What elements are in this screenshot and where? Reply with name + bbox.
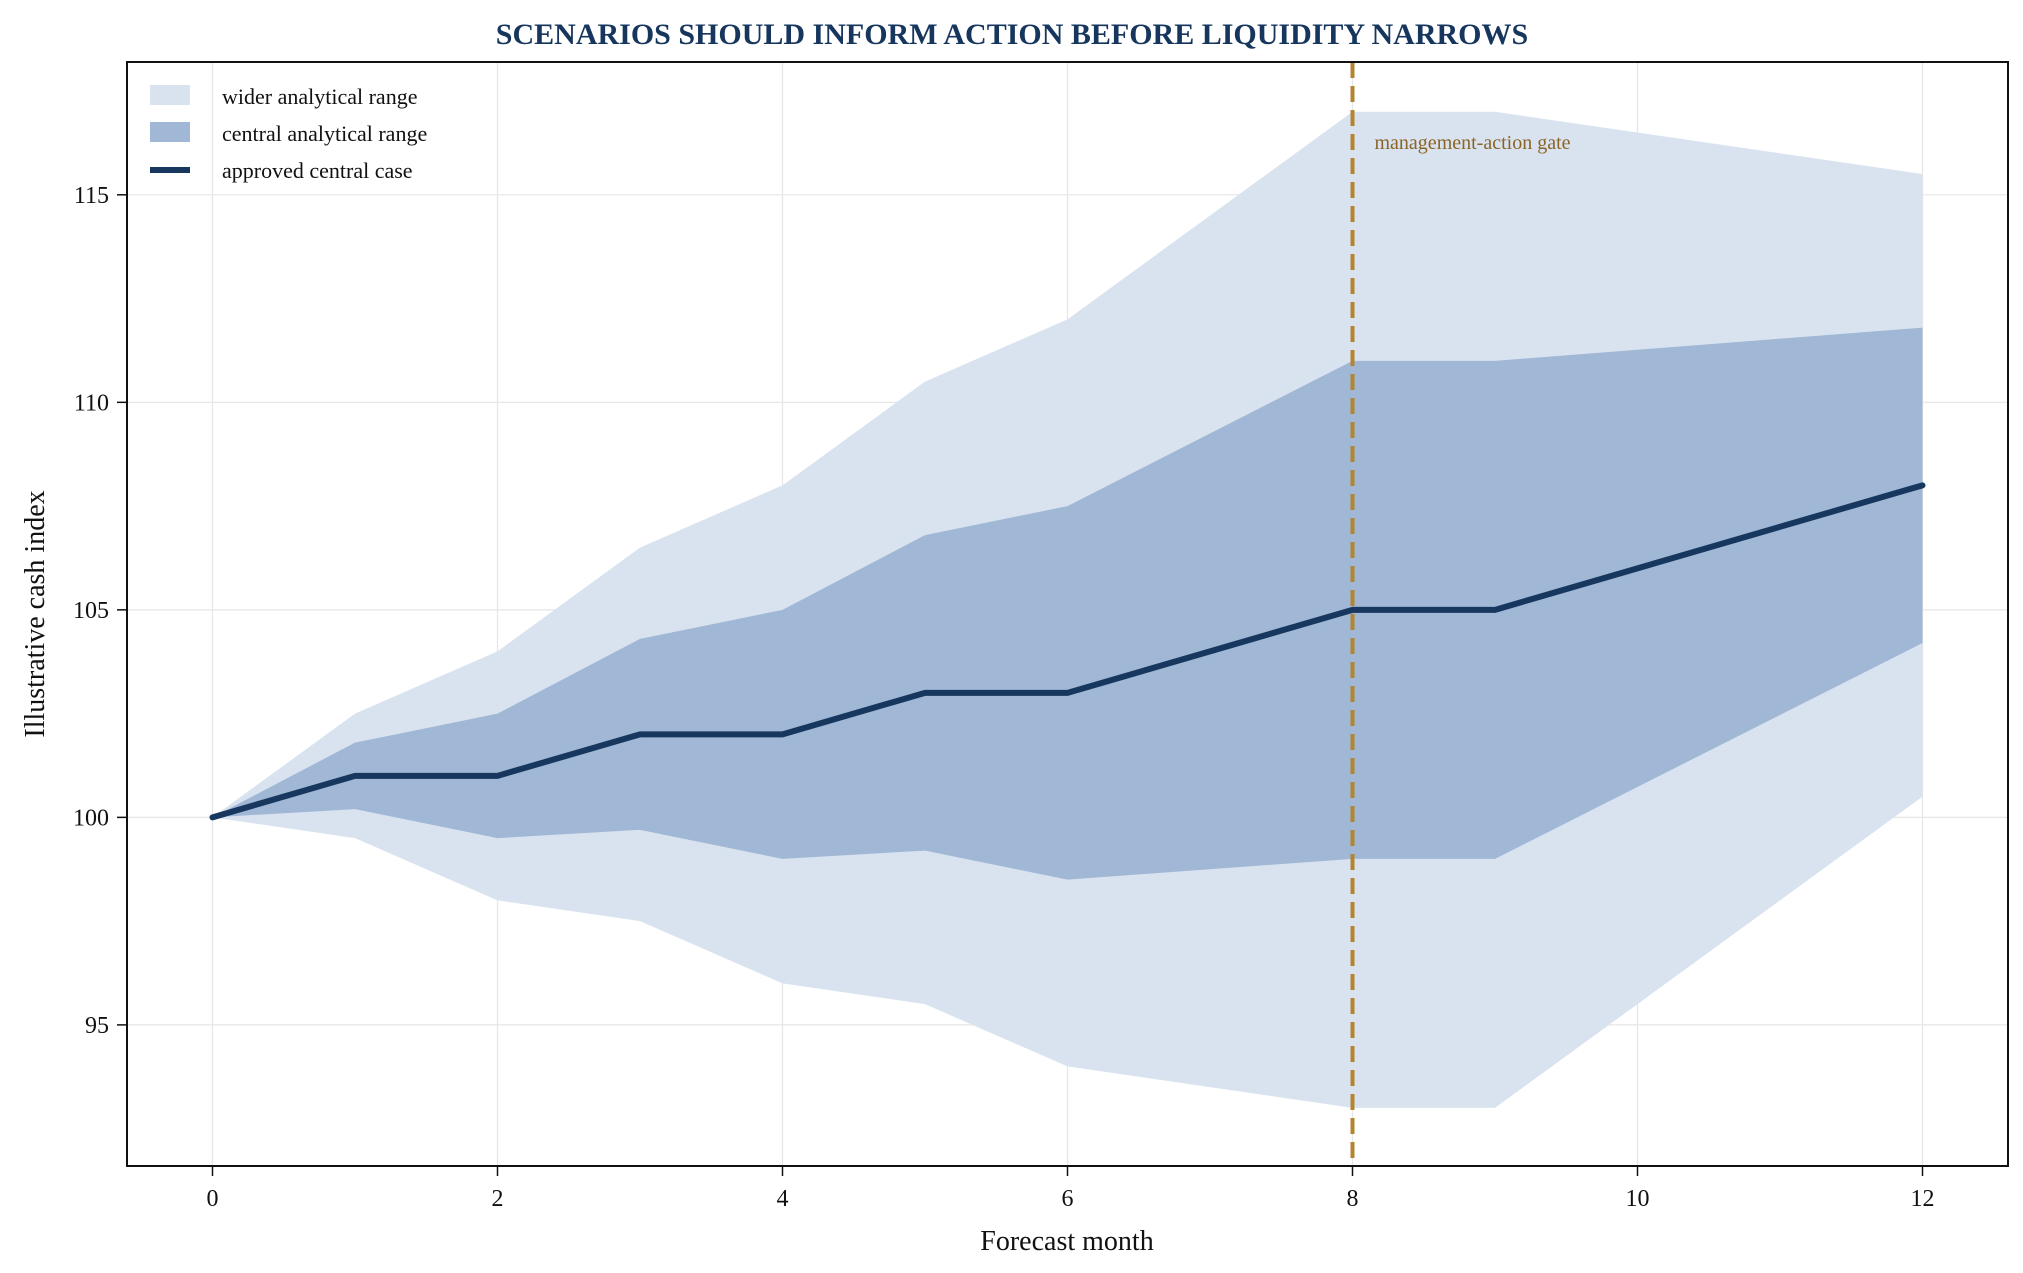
x-axis-label: Forecast month (980, 1226, 1153, 1257)
x-tick-label-4: 8 (1347, 1186, 1359, 1212)
y-tick-label-3: 110 (74, 390, 109, 416)
line-layer (209, 482, 1926, 821)
ticks-layer: 0 2 4 6 8 10 12 95 100 105 110 115 (73, 183, 1935, 1212)
x-tick-label-6: 12 (1911, 1186, 1935, 1212)
legend-label-0: wider analytical range (222, 84, 417, 109)
annotation-label-0: management-action gate (1375, 132, 1571, 154)
y-tick-label-0: 95 (85, 1013, 109, 1039)
band-layer (212, 111, 1923, 1108)
legend-layer: wider analytical range central analytical… (150, 84, 427, 183)
x-tick-label-2: 4 (777, 1186, 789, 1212)
x-tick-label-1: 2 (492, 1186, 504, 1212)
legend-item-central-analytical-range: central analytical range (150, 121, 427, 146)
legend-item-wider-analytical-range: wider analytical range (150, 84, 417, 109)
chart-title: SCENARIOS SHOULD INFORM ACTION BEFORE LI… (496, 18, 1528, 51)
legend-label-2: approved central case (222, 158, 413, 183)
y-axis-label: Illustrative cash index (20, 490, 51, 737)
x-tick-label-0: 0 (207, 1186, 219, 1212)
x-tick-label-3: 6 (1062, 1186, 1074, 1212)
line-approved-central-case (209, 482, 1926, 821)
y-tick-label-4: 115 (74, 183, 109, 209)
legend-item-approved-central-case: approved central case (150, 158, 413, 183)
x-tick-label-5: 10 (1626, 1186, 1650, 1212)
band-central-analytical-range (212, 327, 1923, 880)
legend-label-1: central analytical range (222, 121, 427, 146)
legend-swatch-1 (150, 122, 190, 142)
annotation-layer: management-action gate (1350, 62, 1571, 1166)
legend-swatch-0 (150, 85, 190, 105)
y-tick-label-2: 105 (73, 598, 109, 624)
y-tick-label-1: 100 (73, 805, 109, 831)
